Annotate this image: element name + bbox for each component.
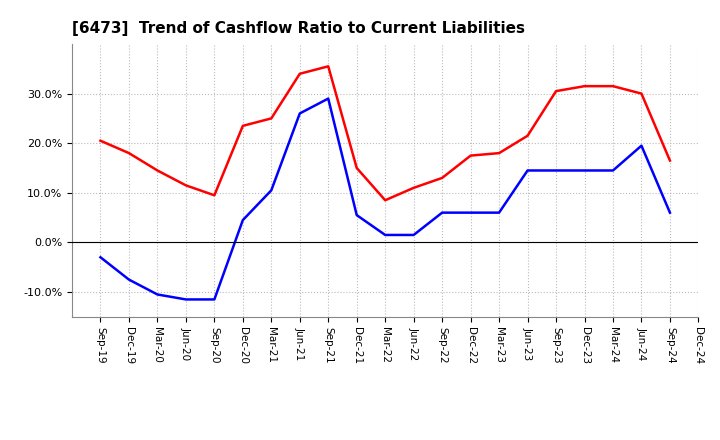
Operating CF to Current Liabilities	[637, 91, 646, 96]
Free CF to Current Liabilities	[210, 297, 219, 302]
Free CF to Current Liabilities	[495, 210, 503, 215]
Operating CF to Current Liabilities	[552, 88, 560, 94]
Free CF to Current Liabilities	[665, 210, 674, 215]
Free CF to Current Liabilities	[352, 213, 361, 218]
Free CF to Current Liabilities	[295, 111, 304, 116]
Free CF to Current Liabilities	[238, 217, 247, 223]
Free CF to Current Liabilities	[125, 277, 133, 282]
Free CF to Current Liabilities	[410, 232, 418, 238]
Free CF to Current Liabilities	[96, 255, 105, 260]
Operating CF to Current Liabilities	[608, 84, 617, 89]
Free CF to Current Liabilities	[381, 232, 390, 238]
Operating CF to Current Liabilities	[324, 64, 333, 69]
Free CF to Current Liabilities	[580, 168, 589, 173]
Operating CF to Current Liabilities	[665, 158, 674, 163]
Operating CF to Current Liabilities	[352, 165, 361, 171]
Operating CF to Current Liabilities	[210, 193, 219, 198]
Free CF to Current Liabilities	[267, 188, 276, 193]
Operating CF to Current Liabilities	[125, 150, 133, 156]
Operating CF to Current Liabilities	[238, 123, 247, 128]
Free CF to Current Liabilities	[438, 210, 446, 215]
Operating CF to Current Liabilities	[153, 168, 162, 173]
Operating CF to Current Liabilities	[467, 153, 475, 158]
Operating CF to Current Liabilities	[267, 116, 276, 121]
Operating CF to Current Liabilities	[410, 185, 418, 191]
Free CF to Current Liabilities	[523, 168, 532, 173]
Free CF to Current Liabilities	[181, 297, 190, 302]
Text: [6473]  Trend of Cashflow Ratio to Current Liabilities: [6473] Trend of Cashflow Ratio to Curren…	[72, 21, 525, 36]
Free CF to Current Liabilities	[153, 292, 162, 297]
Operating CF to Current Liabilities	[96, 138, 105, 143]
Operating CF to Current Liabilities	[295, 71, 304, 77]
Operating CF to Current Liabilities	[381, 198, 390, 203]
Free CF to Current Liabilities	[637, 143, 646, 148]
Free CF to Current Liabilities	[608, 168, 617, 173]
Operating CF to Current Liabilities	[580, 84, 589, 89]
Free CF to Current Liabilities	[467, 210, 475, 215]
Operating CF to Current Liabilities	[495, 150, 503, 156]
Operating CF to Current Liabilities	[523, 133, 532, 139]
Free CF to Current Liabilities	[324, 96, 333, 101]
Operating CF to Current Liabilities	[438, 175, 446, 180]
Operating CF to Current Liabilities	[181, 183, 190, 188]
Line: Free CF to Current Liabilities: Free CF to Current Liabilities	[101, 99, 670, 300]
Free CF to Current Liabilities	[552, 168, 560, 173]
Line: Operating CF to Current Liabilities: Operating CF to Current Liabilities	[101, 66, 670, 200]
